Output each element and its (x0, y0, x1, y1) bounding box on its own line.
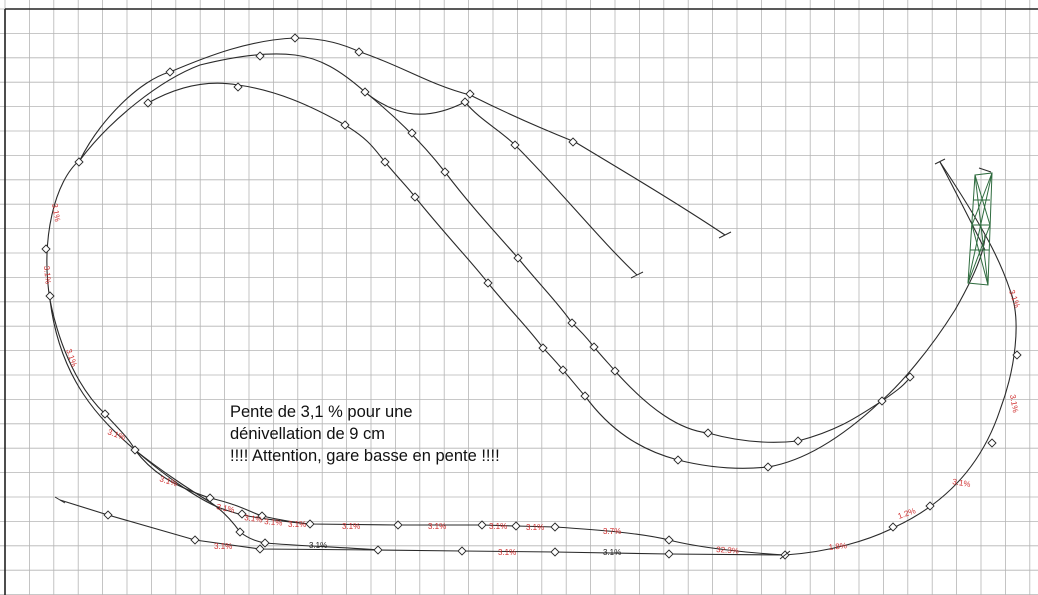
track-joint-marker (354, 47, 364, 57)
grade-label: 3.1% (42, 265, 53, 284)
track-joint-marker (925, 501, 935, 511)
track-joint-marker (340, 120, 350, 130)
slope-note: Pente de 3,1 % pour une dénivellation de… (230, 401, 650, 467)
tracks (46, 37, 1017, 556)
track-joint-marker (538, 343, 548, 353)
grade-label: 3.1% (214, 542, 232, 551)
track-joint-marker (41, 244, 51, 254)
track-joint-marker (558, 365, 568, 375)
grade-label: 3.1% (244, 513, 263, 524)
track-outer-loop (107, 161, 1017, 556)
track-joint-marker (568, 137, 578, 147)
grade-label: 3.1% (498, 548, 516, 557)
track-joint-marker (260, 538, 270, 548)
grade-label: 3.1% (428, 522, 446, 531)
track-s-curve-2 (364, 91, 911, 443)
grade-label: 1.2% (897, 506, 917, 521)
track-joint-marker (237, 509, 247, 519)
track-joint-marker (610, 366, 620, 376)
track-joint-marker (664, 535, 674, 545)
track-joint-marker (380, 157, 390, 167)
track-joint-marker (290, 33, 300, 43)
track-joint-marker (673, 455, 683, 465)
track-joint-marker (190, 535, 200, 545)
track-end-markers (54, 158, 992, 560)
grade-label: 1.8% (828, 541, 847, 552)
track-joint-marker (888, 522, 898, 532)
track-joint-marker (567, 318, 577, 328)
note-line-1: Pente de 3,1 % pour une (230, 403, 413, 421)
track-joint-marker (233, 82, 243, 92)
track-joint-marker (510, 140, 520, 150)
track-joint-marker (460, 97, 470, 107)
track-joint-marker (877, 396, 887, 406)
grade-label: 32.3% (716, 545, 739, 556)
track-outer-upper-curve (46, 37, 726, 451)
track-joint-marker (100, 409, 110, 419)
track-joint-marker (477, 520, 487, 530)
track-joint-marker (143, 98, 153, 108)
grade-labels: 3.1% 3.1% 3.1% 3.1% 3.1% 3.1% 3.1% 3.1% … (42, 203, 1022, 557)
grade-label: 3.1% (288, 520, 306, 529)
grade-label: 3.1% (342, 522, 360, 531)
track-joint-marker (165, 67, 175, 77)
track-left-junction (134, 449, 311, 525)
grade-label: 3.1% (50, 203, 62, 223)
track-joint-marker (550, 547, 560, 557)
grade-label: 3.1% (309, 541, 327, 550)
track-joint-marker (440, 167, 450, 177)
grade-label: 3.1% (216, 502, 236, 515)
grade-label: 3.7% (603, 527, 621, 536)
bridge-truss (967, 172, 993, 286)
track-joint-marker (703, 428, 713, 438)
track-joint-marker (580, 391, 590, 401)
grade-label: 3.1% (1007, 289, 1022, 309)
track-joint-marker (255, 544, 265, 554)
track-middle-curve (79, 53, 638, 276)
track-joint-marker (589, 342, 599, 352)
track-joint-marker (257, 511, 267, 521)
track-joint-marker (45, 291, 55, 301)
track-joint-marker (550, 522, 560, 532)
grade-label: 3.1% (106, 427, 126, 442)
track-siding (59, 499, 109, 516)
track-joint-marker (513, 253, 523, 263)
track-joint-marker (763, 462, 773, 472)
track-joint-marker (373, 545, 383, 555)
track-joint-marker (483, 278, 493, 288)
track-joint-marker (393, 520, 403, 530)
track-joint-marker (360, 87, 370, 97)
track-joint-marker (235, 527, 245, 537)
grade-label: 3.1% (952, 477, 972, 489)
grade-label: 3.1% (489, 522, 507, 531)
track-joint-marker (905, 372, 915, 382)
track-joint-marker (103, 510, 113, 520)
grade-label: 3.1% (264, 517, 283, 528)
grade-label: 3.1% (1008, 394, 1020, 414)
track-joint-marker (74, 157, 84, 167)
track-joint-marker (205, 493, 215, 503)
track-joint-marker (255, 51, 265, 61)
track-joint-marker (465, 89, 475, 99)
track-right-spur (939, 161, 986, 251)
track-joint-marker (410, 192, 420, 202)
note-line-2: dénivellation de 9 cm (230, 425, 386, 443)
track-joint-marker (130, 445, 140, 455)
track-joint-marker (664, 549, 674, 559)
track-joint-marker (1012, 350, 1022, 360)
track-joint-marker (305, 519, 315, 529)
track-joint-markers (41, 33, 1022, 560)
track-joint-marker (987, 438, 997, 448)
track-joint-marker (793, 436, 803, 446)
track-joint-marker (457, 546, 467, 556)
grade-label: 3.1% (603, 548, 621, 557)
grade-label: 3.1% (526, 523, 544, 532)
track-joint-marker (407, 128, 417, 138)
track-joint-marker (511, 521, 521, 531)
note-line-3: !!!! Attention, gare basse en pente !!!! (230, 447, 500, 465)
